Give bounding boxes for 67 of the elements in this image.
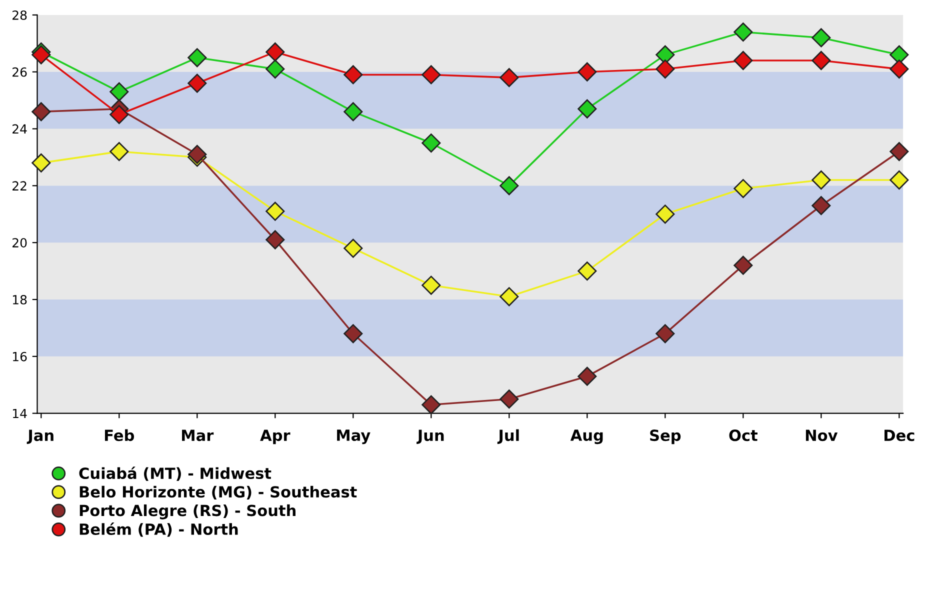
point [110, 82, 129, 102]
point [422, 65, 441, 84]
point [500, 176, 519, 196]
point [110, 105, 129, 124]
point [32, 45, 51, 64]
point [344, 238, 363, 258]
point [266, 60, 285, 79]
point [812, 196, 831, 216]
y-tick-label: 28 [12, 10, 27, 20]
x-tick-label: Jun [416, 430, 444, 444]
x-tick-label: Jul [497, 429, 519, 444]
point [812, 28, 831, 48]
y-tick-label: 18 [12, 294, 27, 304]
y-tick-label: 20 [12, 238, 27, 248]
point [188, 74, 207, 93]
x-tick-label: Aug [570, 430, 603, 444]
point [734, 50, 753, 70]
x-tick-label: Sep [650, 430, 681, 444]
x-tick-label: Mar [182, 430, 214, 442]
point [344, 324, 363, 344]
point [422, 133, 441, 153]
point [734, 256, 753, 275]
point [110, 142, 129, 162]
point [266, 202, 285, 221]
legend-label: Belo Horizonte (MG) - Southeast [80, 486, 357, 500]
legend-label: Belém (PA) - North [80, 522, 238, 537]
x-tick-label: Oct [729, 430, 758, 442]
point [890, 170, 909, 190]
point [32, 102, 51, 122]
point [812, 170, 831, 190]
x-tick-label: Dec [884, 430, 914, 442]
point [266, 230, 285, 250]
point [890, 142, 909, 162]
point [890, 60, 909, 79]
y-tick-label: 26 [12, 67, 27, 77]
x-tick-label: Jan [26, 430, 54, 444]
x-tick-label: Nov [806, 430, 838, 442]
point [734, 179, 753, 198]
point [578, 262, 597, 281]
point [344, 65, 363, 84]
point [500, 68, 519, 88]
y-tick-label: 24 [12, 124, 27, 134]
y-tick-label: 16 [12, 352, 27, 362]
y-tick-label: 22 [12, 181, 26, 190]
point [422, 276, 441, 295]
point [422, 395, 441, 414]
legend-label: Porto Alegre (RS) - South [80, 504, 296, 520]
point [188, 48, 207, 68]
x-tick-label: Feb [104, 429, 134, 442]
legend-label: Cuiabá (MT) - Midwest [79, 466, 272, 481]
point [656, 60, 675, 79]
point [344, 102, 363, 122]
point [578, 62, 597, 82]
point [656, 204, 675, 224]
point [812, 50, 831, 70]
point [266, 42, 285, 62]
point [578, 366, 597, 386]
x-tick-label: Apr [260, 430, 290, 444]
y-tick-label: 14 [12, 408, 27, 418]
point [500, 287, 519, 306]
point [500, 390, 519, 409]
point [734, 22, 753, 42]
point [188, 144, 207, 164]
point [578, 99, 597, 118]
point [32, 153, 51, 172]
point [656, 324, 675, 344]
x-tick-label: May [337, 430, 370, 444]
